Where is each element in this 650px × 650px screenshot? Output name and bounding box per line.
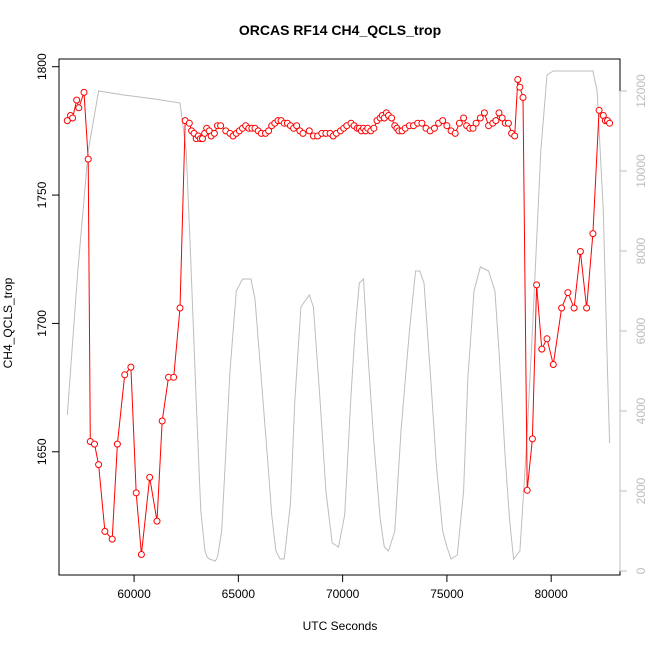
ch4-point [75, 104, 83, 112]
x-tick-label: 75000 [430, 587, 464, 601]
y-tick-label: 1800 [35, 53, 49, 80]
ch4-point [472, 119, 480, 127]
y2-tick-label: 12000 [634, 74, 648, 108]
ch4-point [480, 109, 488, 117]
ch4-point [460, 114, 468, 122]
ch4-point [146, 473, 154, 481]
series-layer [63, 70, 614, 562]
ch4-point [265, 127, 273, 135]
ch4-line [66, 79, 610, 555]
ch4-point [108, 535, 116, 543]
ch4-point [370, 124, 378, 132]
ch4-point [583, 304, 591, 312]
ch4-point [121, 371, 129, 379]
ch4-point [132, 489, 140, 497]
altitude-line [66, 70, 611, 562]
ch4-point [158, 417, 166, 425]
ch4-point [84, 155, 92, 163]
ch4-point [95, 461, 103, 469]
ch4-point [511, 132, 519, 140]
axes-layer: 60000 65000 70000 75000 80000165017001750180… [35, 53, 648, 601]
ch4-point [495, 109, 503, 117]
ch4-point [476, 114, 484, 122]
ch4-point [113, 440, 121, 448]
ch4-point [455, 119, 463, 127]
ch4-point [176, 304, 184, 312]
y-tick-label: 1650 [35, 438, 49, 465]
ch4-point [528, 435, 536, 443]
ch4-point [533, 281, 541, 289]
ch4-point [217, 122, 225, 130]
chart-title: ORCAS RF14 CH4_QCLS_trop [239, 22, 441, 38]
y2-tick-label: 0 [634, 567, 648, 574]
x-tick-label: 70000 [326, 587, 360, 601]
ch4-point [451, 129, 459, 137]
y-tick-label: 1700 [35, 310, 49, 337]
ch4-point [418, 119, 426, 127]
ch4-point [80, 88, 88, 96]
ch4-point [504, 119, 512, 127]
ch4-point [69, 114, 77, 122]
ch4-point [170, 373, 178, 381]
ch4-point [538, 345, 546, 353]
ch4-point [492, 117, 500, 125]
ch4-point [91, 440, 98, 448]
x-tick-label: 60000 [117, 587, 151, 601]
y2-tick-label: 6000 [634, 317, 648, 344]
ch4-point [443, 122, 451, 130]
ch4-point [519, 94, 527, 101]
y-tick-label: 1750 [35, 181, 49, 208]
ch4-point [185, 119, 193, 127]
y2-tick-label: 8000 [634, 237, 648, 264]
x-tick-label: 80000 [534, 587, 568, 601]
ch4-point [439, 117, 447, 125]
ch4-point [73, 96, 81, 104]
ch4-point [305, 127, 313, 135]
ch4-point [469, 124, 477, 132]
ch4-point [153, 517, 161, 525]
ch4-point [293, 122, 301, 130]
y2-tick-label: 4000 [634, 397, 648, 424]
ch4-point [570, 304, 578, 312]
ch4-point [543, 335, 551, 343]
ch4-point [430, 124, 438, 132]
ch4-point [388, 114, 396, 122]
ch4-point [127, 363, 135, 371]
ch4-point [589, 230, 597, 238]
x-axis-label: UTC Seconds [303, 619, 378, 633]
ch4-point [564, 289, 572, 297]
x-tick-label: 65000 [222, 587, 256, 601]
ch4-point [549, 361, 557, 368]
ch4-point [576, 248, 584, 255]
ch4-point [514, 76, 522, 83]
ch4-point [498, 114, 506, 122]
ch4-point [606, 119, 614, 127]
ch4-point [523, 486, 531, 494]
y-axis-label: CH4_QCLS_trop [1, 277, 15, 368]
ch4-point [595, 106, 603, 114]
ch4-point [137, 551, 145, 558]
ch4-point [210, 129, 218, 137]
ch4-point [516, 83, 524, 91]
ch4-point [101, 527, 109, 535]
ch4-point [299, 129, 307, 137]
y2-tick-label: 10000 [634, 154, 648, 188]
y2-tick-label: 2000 [634, 477, 648, 504]
ch4-point [558, 304, 566, 312]
